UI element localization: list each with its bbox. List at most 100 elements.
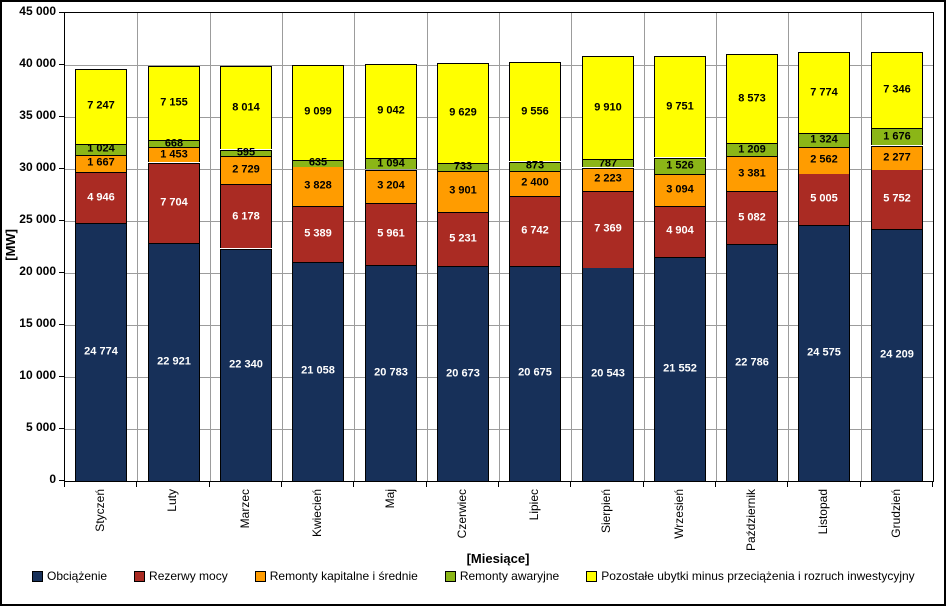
bar-segment — [871, 128, 923, 145]
bar-segment — [509, 196, 561, 266]
month-label: Listopad — [816, 489, 830, 535]
y-tick-mark — [59, 324, 64, 325]
x-tick-mark — [715, 482, 716, 487]
bar-segment — [75, 155, 127, 172]
legend-label: Remonty kapitalne i średnie — [269, 569, 418, 583]
bar-segment — [220, 184, 272, 248]
vertical-gridline — [282, 13, 283, 481]
bar-segment — [437, 63, 489, 163]
bar-segment — [509, 171, 561, 196]
vertical-gridline — [427, 13, 428, 481]
bar-segment — [220, 66, 272, 149]
bar-segment — [871, 52, 923, 128]
bar-segment — [509, 162, 561, 171]
bar-segment — [365, 265, 417, 481]
bar-segment — [75, 223, 127, 481]
x-tick-mark — [281, 482, 282, 487]
bar-segment — [365, 64, 417, 158]
x-tick-mark — [643, 482, 644, 487]
x-tick-mark — [209, 482, 210, 487]
bar-segment — [798, 133, 850, 147]
y-tick-label: 45 000 — [19, 4, 56, 18]
y-tick-label: 5 000 — [25, 420, 56, 434]
month-label: Wrzesień — [672, 489, 686, 539]
bar-segment — [509, 266, 561, 481]
legend-label: Remonty awaryjne — [459, 569, 560, 583]
bar-segment — [582, 267, 634, 481]
month-label: Styczeń — [93, 489, 107, 532]
bar-segment — [75, 69, 127, 144]
bar-segment — [582, 191, 634, 268]
bar-segment — [654, 206, 706, 257]
y-tick-mark — [59, 12, 64, 13]
bar-segment — [582, 168, 634, 191]
bar-segment — [148, 243, 200, 481]
bar-segment — [75, 144, 127, 155]
month-label: Czerwiec — [455, 489, 469, 539]
bar-segment — [726, 191, 778, 244]
bar-segment — [726, 244, 778, 481]
bar-segment — [726, 156, 778, 191]
bar-segment — [292, 166, 344, 206]
month-label: Grudzień — [889, 489, 903, 538]
y-tick-label: 30 000 — [19, 160, 56, 174]
y-tick-mark — [59, 64, 64, 65]
bar-segment — [292, 206, 344, 262]
bar-segment — [654, 174, 706, 206]
legend-label: Obciążenie — [47, 569, 108, 583]
legend-label: Rezerwy mocy — [149, 569, 228, 583]
bar-segment — [437, 266, 489, 481]
bar-segment — [220, 150, 272, 156]
bar-segment — [798, 173, 850, 225]
y-tick-mark — [59, 116, 64, 117]
bar-segment — [365, 170, 417, 203]
bar-segment — [292, 262, 344, 481]
bar-segment — [220, 156, 272, 184]
bar-segment — [654, 56, 706, 157]
legend-item: Remonty awaryjne — [444, 569, 560, 583]
x-tick-mark — [353, 482, 354, 487]
vertical-gridline — [354, 13, 355, 481]
y-tick-mark — [59, 376, 64, 377]
month-label: Maj — [383, 489, 397, 509]
bar-segment — [292, 65, 344, 160]
bar-segment — [437, 212, 489, 266]
bar-segment — [148, 140, 200, 147]
bar-segment — [871, 146, 923, 170]
month-label: Lipiec — [527, 489, 541, 521]
bar-segment — [509, 62, 561, 161]
bar-segment — [148, 66, 200, 140]
x-tick-mark — [64, 482, 65, 487]
legend-swatch — [254, 570, 266, 582]
y-tick-label: 25 000 — [19, 212, 56, 226]
legend-item: Pozostałe ubytki minus przeciążenia i ro… — [586, 569, 915, 583]
bar-segment — [148, 163, 200, 243]
bar-segment — [75, 172, 127, 223]
month-label: Marzec — [238, 489, 252, 529]
y-tick-mark — [59, 428, 64, 429]
x-tick-mark — [787, 482, 788, 487]
y-axis-title: [MW] — [3, 229, 18, 261]
month-label: Kwiecień — [310, 489, 324, 538]
vertical-gridline — [137, 13, 138, 481]
y-tick-label: 15 000 — [19, 316, 56, 330]
plot-area: 24 774 4 946 1 667 1 024 7 247 22 921 7 704 1 4… — [64, 12, 934, 482]
y-tick-label: 40 000 — [19, 56, 56, 70]
bar-segment — [871, 169, 923, 229]
vertical-gridline — [571, 13, 572, 481]
bar-segment — [437, 163, 489, 171]
vertical-gridline — [861, 13, 862, 481]
bar-segment — [220, 249, 272, 481]
y-tick-mark — [59, 168, 64, 169]
legend-item: Remonty kapitalne i średnie — [254, 569, 418, 583]
month-label: Sierpień — [599, 489, 613, 534]
month-label: Luty — [165, 489, 179, 512]
legend-swatch — [32, 570, 43, 582]
bar-segment — [365, 203, 417, 265]
y-tick-label: 35 000 — [19, 108, 56, 122]
y-tick-label: 0 — [49, 472, 56, 486]
bar-segment — [582, 56, 634, 159]
bar-segment — [654, 257, 706, 481]
vertical-gridline — [716, 13, 717, 481]
